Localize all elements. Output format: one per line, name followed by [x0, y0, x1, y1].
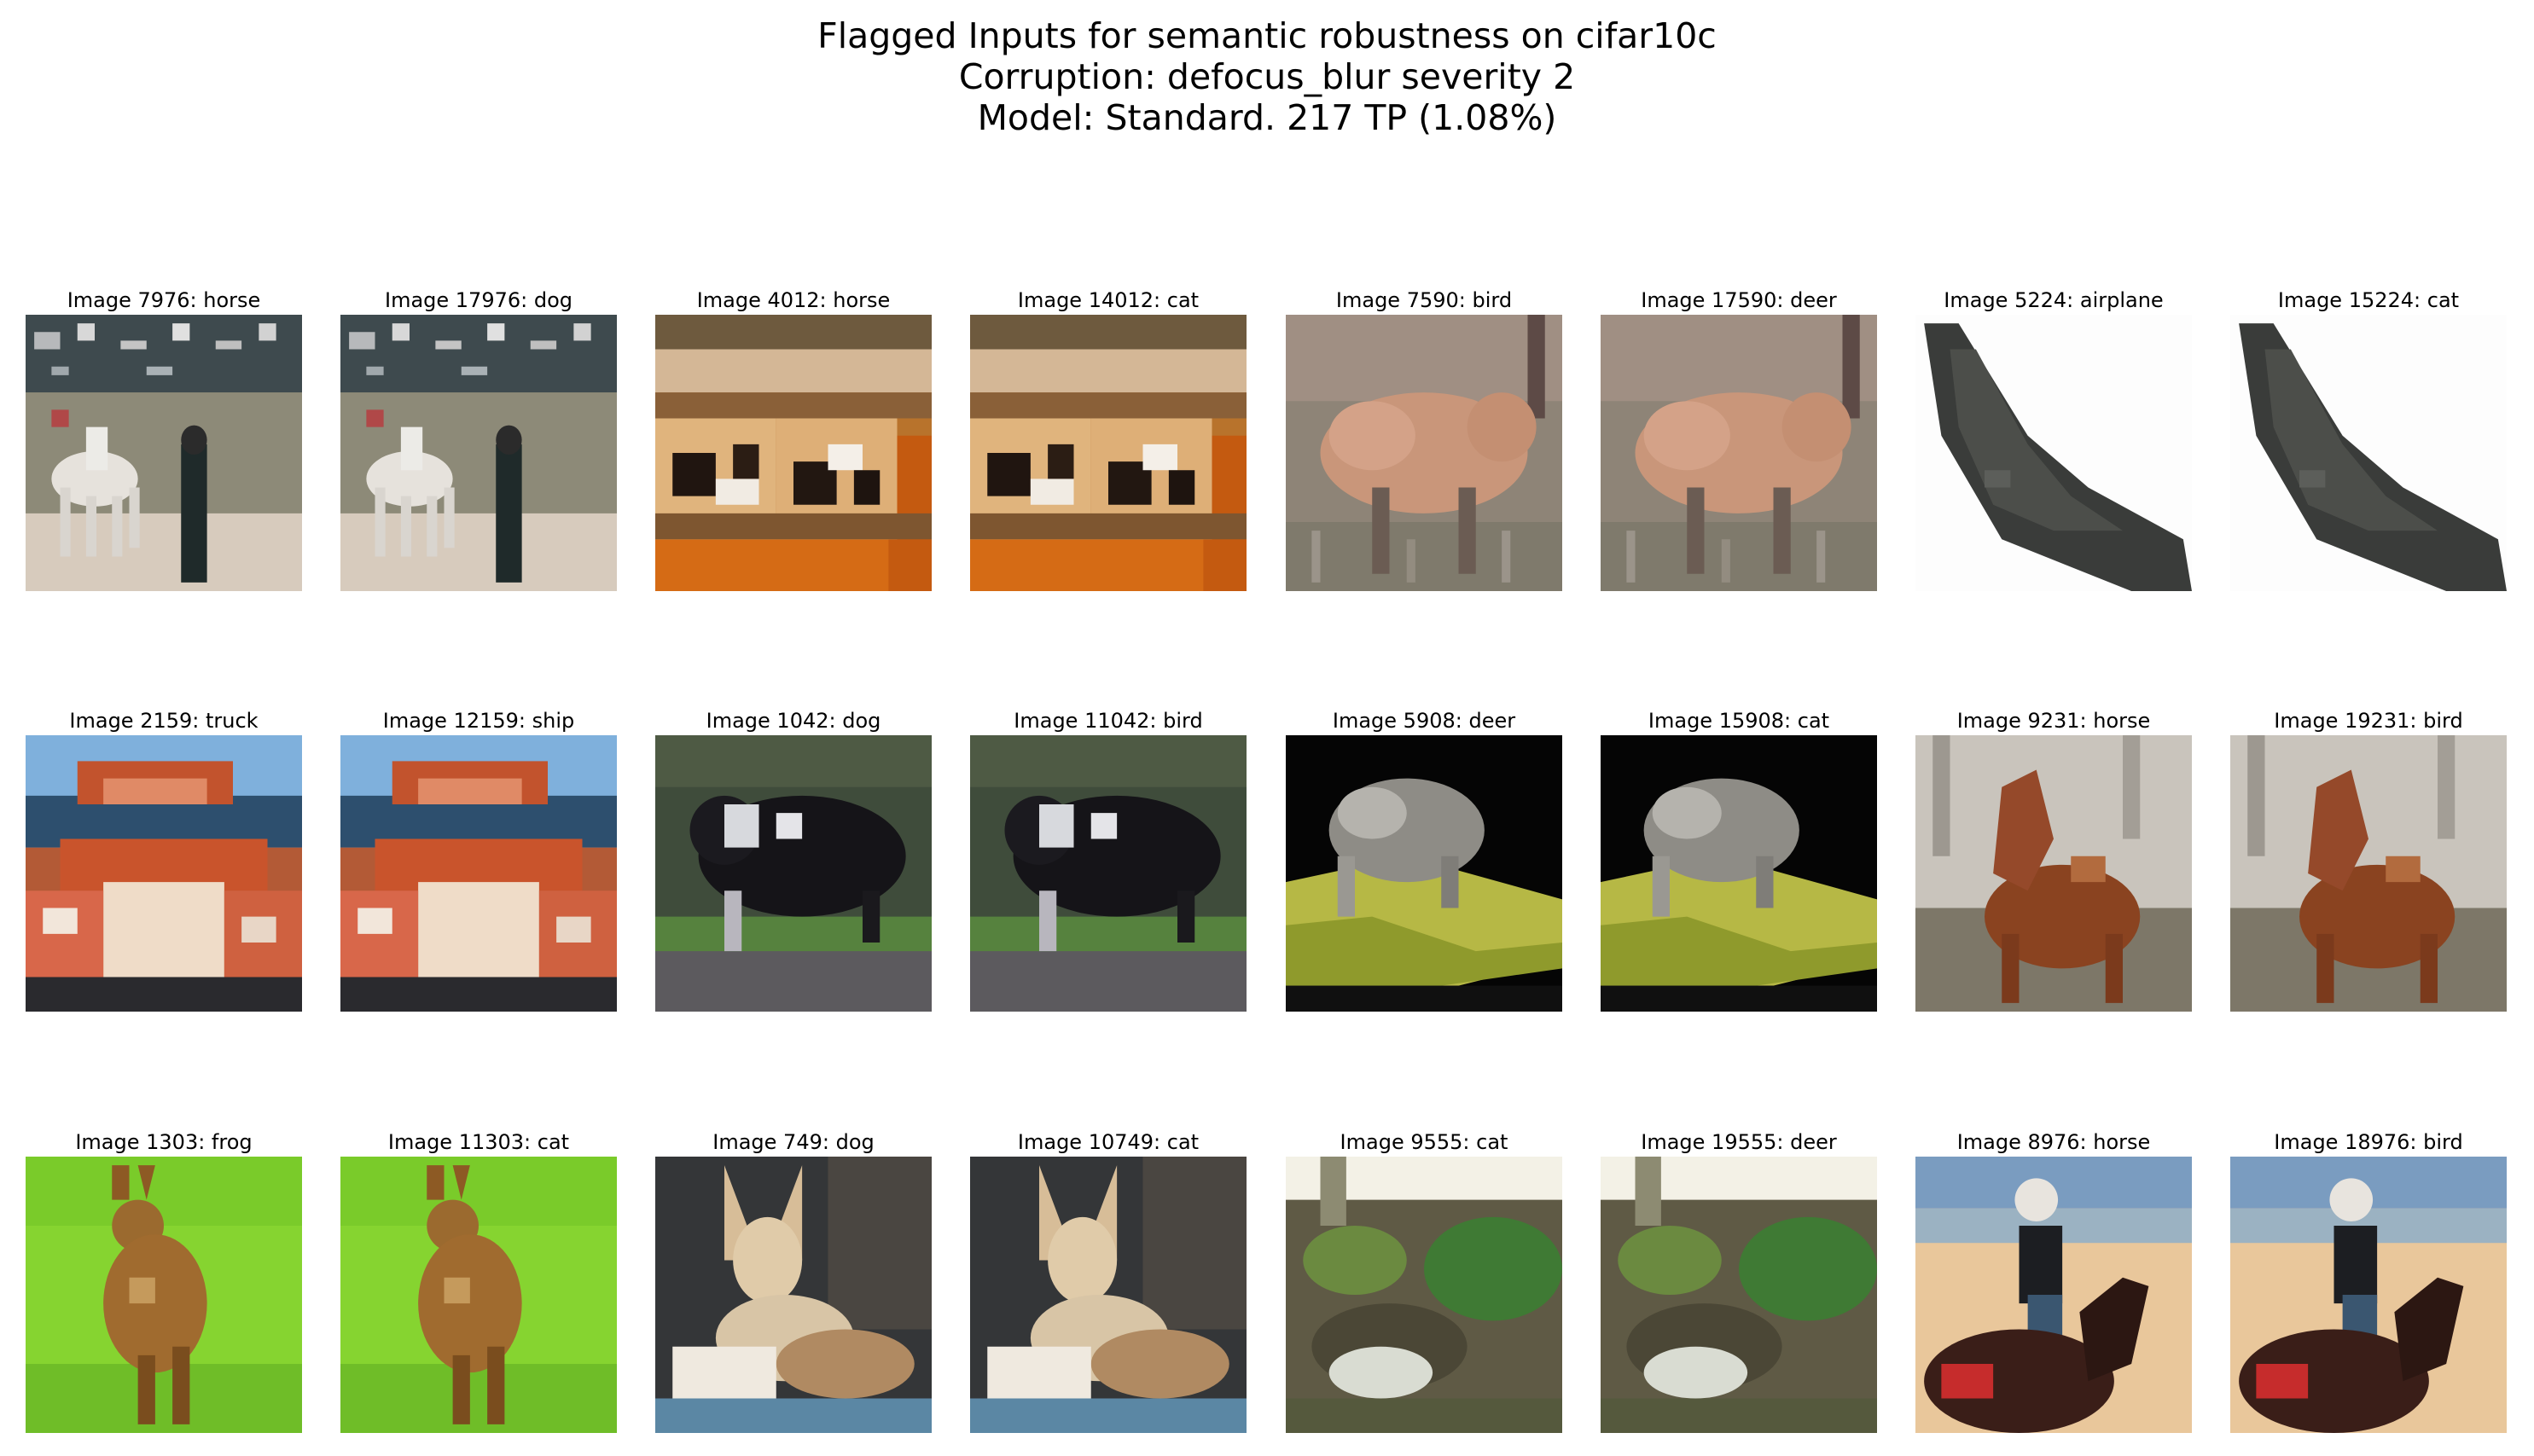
image-caption: Image 11303: cat: [387, 1130, 570, 1154]
image-thumbnail: [655, 315, 932, 591]
image-caption: Image 14012: cat: [1017, 288, 1200, 312]
image-caption: Image 19231: bird: [2274, 709, 2463, 733]
image-caption: Image 1042: dog: [706, 709, 881, 733]
image-thumbnail: [655, 735, 932, 1012]
image-thumbnail: [970, 1157, 1247, 1433]
image-thumbnail: [2230, 735, 2507, 1012]
image-caption: Image 10749: cat: [1017, 1130, 1200, 1154]
image-caption: Image 2159: truck: [69, 709, 259, 733]
image-caption: Image 8976: horse: [1956, 1130, 2151, 1154]
image-thumbnail: [1601, 315, 1877, 591]
image-caption: Image 7976: horse: [67, 288, 261, 312]
image-thumbnail: [1915, 315, 2192, 591]
image-thumbnail: [340, 315, 617, 591]
image-caption: Image 19555: deer: [1641, 1130, 1837, 1154]
image-caption: Image 15908: cat: [1648, 709, 1830, 733]
image-caption: Image 1303: frog: [75, 1130, 253, 1154]
image-thumbnail: [340, 1157, 617, 1433]
image-thumbnail: [2230, 1157, 2507, 1433]
image-caption: Image 11042: bird: [1014, 709, 1203, 733]
image-caption: Image 12159: ship: [382, 709, 575, 733]
image-thumbnail: [655, 1157, 932, 1433]
image-thumbnail: [26, 735, 302, 1012]
image-caption: Image 17976: dog: [384, 288, 572, 312]
figure-title-line-3: Model: Standard. 217 TP (1.08%): [977, 97, 1557, 138]
image-thumbnail: [1286, 735, 1562, 1012]
image-thumbnail: [1286, 315, 1562, 591]
image-caption: Image 5908: deer: [1332, 709, 1516, 733]
image-caption: Image 749: dog: [712, 1130, 875, 1154]
image-caption: Image 18976: bird: [2274, 1130, 2463, 1154]
figure-title: Flagged Inputs for semantic robustness o…: [0, 15, 2534, 138]
image-caption: Image 9231: horse: [1956, 709, 2151, 733]
image-caption: Image 5224: airplane: [1944, 288, 2164, 312]
image-caption: Image 7590: bird: [1335, 288, 1513, 312]
image-thumbnail: [1915, 735, 2192, 1012]
image-thumbnail: [970, 315, 1247, 591]
image-thumbnail: [1915, 1157, 2192, 1433]
image-thumbnail: [1286, 1157, 1562, 1433]
image-thumbnail: [340, 735, 617, 1012]
image-caption: Image 4012: horse: [696, 288, 891, 312]
image-thumbnail: [970, 735, 1247, 1012]
image-thumbnail: [26, 315, 302, 591]
image-caption: Image 15224: cat: [2277, 288, 2460, 312]
image-thumbnail: [1601, 1157, 1877, 1433]
figure-title-line-2: Corruption: defocus_blur severity 2: [958, 56, 1576, 97]
figure-title-line-1: Flagged Inputs for semantic robustness o…: [817, 15, 1717, 56]
image-thumbnail: [1601, 735, 1877, 1012]
image-caption: Image 9555: cat: [1340, 1130, 1508, 1154]
image-caption: Image 17590: deer: [1641, 288, 1837, 312]
image-thumbnail: [2230, 315, 2507, 591]
image-thumbnail: [26, 1157, 302, 1433]
